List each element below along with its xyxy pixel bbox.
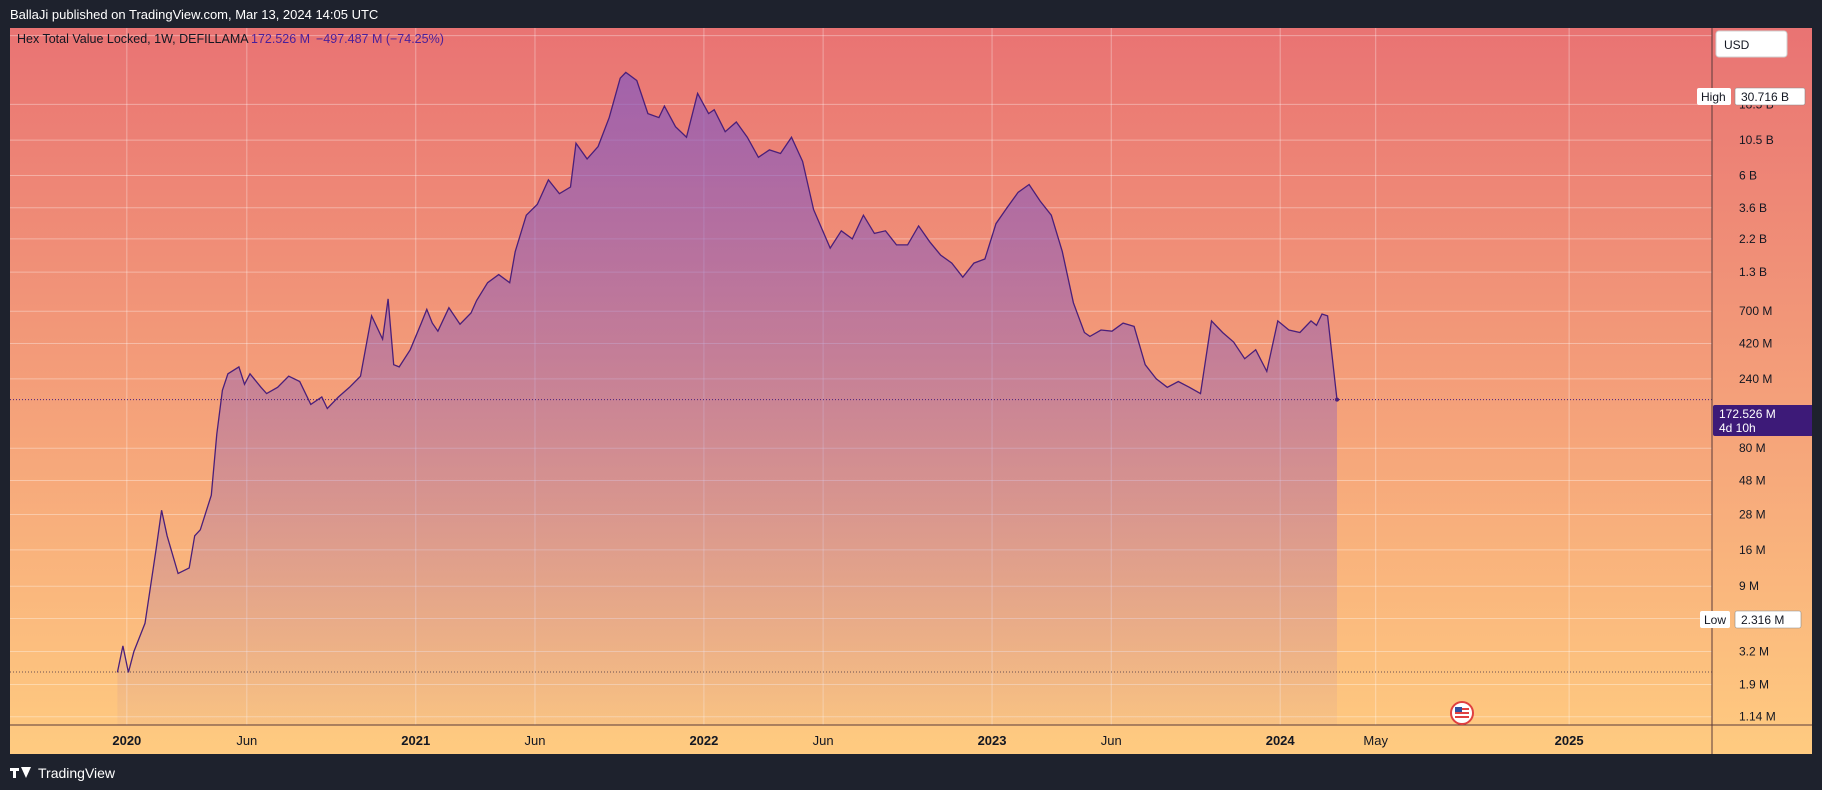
brand-name: TradingView: [38, 765, 116, 781]
series-line: [116, 71, 1338, 673]
x-tick-label: 2024: [1266, 733, 1296, 748]
x-tick-label: Jun: [236, 733, 257, 748]
y-tick-label: 3.2 M: [1739, 645, 1769, 659]
y-tick-label: 700 M: [1739, 304, 1772, 318]
currency-button[interactable]: USD: [1715, 30, 1788, 58]
high-label: High: [1701, 90, 1726, 104]
low-label: Low: [1704, 613, 1726, 627]
tradingview-logo-icon: [10, 767, 32, 779]
published-text: BallaJi published on TradingView.com, Ma…: [10, 7, 379, 22]
y-tick-label: 3.6 B: [1739, 201, 1767, 215]
low-value: 2.316 M: [1741, 613, 1784, 627]
x-tick-label: Jun: [524, 733, 545, 748]
last-point: [1335, 397, 1340, 402]
last-price-countdown: 4d 10h: [1719, 421, 1756, 435]
x-tick-label: May: [1363, 733, 1388, 748]
y-tick-label: 2.2 B: [1739, 232, 1767, 246]
x-axis: 2020 Jun 2021 Jun 2022 Jun 2023 Jun 2024 May 2025: [112, 733, 1583, 748]
high-marker: High 30.716 B: [1697, 87, 1806, 106]
x-tick-label: 2023: [978, 733, 1007, 748]
published-banner: BallaJi published on TradingView.com, Ma…: [0, 0, 1822, 28]
x-tick-label: Jun: [813, 733, 834, 748]
y-tick-label: 80 M: [1739, 441, 1766, 455]
legend-symbol: Hex Total Value Locked, 1W, DEFILLAMA: [17, 32, 249, 46]
legend-change: −497.487 M (−74.25%): [316, 32, 444, 46]
y-tick-label: 10.5 B: [1739, 133, 1774, 147]
y-tick-label: 1.14 M: [1739, 710, 1776, 724]
last-price-tag: 172.526 M 4d 10h: [1713, 405, 1812, 436]
x-tick-label: 2022: [689, 733, 718, 748]
y-tick-label: 28 M: [1739, 508, 1766, 522]
y-tick-label: 16 M: [1739, 543, 1766, 557]
y-tick-label: 1.9 M: [1739, 677, 1769, 691]
high-value: 30.716 B: [1741, 90, 1789, 104]
us-flag-event-icon[interactable]: [1450, 701, 1474, 725]
y-tick-label: 6 B: [1739, 169, 1757, 183]
currency-label: USD: [1724, 38, 1750, 52]
y-tick-label: 48 M: [1739, 473, 1766, 487]
x-tick-label: Jun: [1101, 733, 1122, 748]
x-tick-label: 2025: [1555, 733, 1584, 748]
y-tick-label: 1.3 B: [1739, 265, 1767, 279]
footer-brand[interactable]: TradingView: [10, 762, 115, 784]
legend-last-value: 172.526 M: [251, 32, 310, 46]
x-tick-label: 2020: [112, 733, 141, 748]
y-tick-label: 420 M: [1739, 336, 1772, 350]
x-tick-label: 2021: [401, 733, 430, 748]
y-tick-label: 9 M: [1739, 579, 1759, 593]
y-tick-label: 240 M: [1739, 372, 1772, 386]
last-price-value: 172.526 M: [1719, 407, 1776, 421]
area-fill: [117, 72, 1337, 725]
low-marker: Low 2.316 M: [1700, 610, 1802, 629]
